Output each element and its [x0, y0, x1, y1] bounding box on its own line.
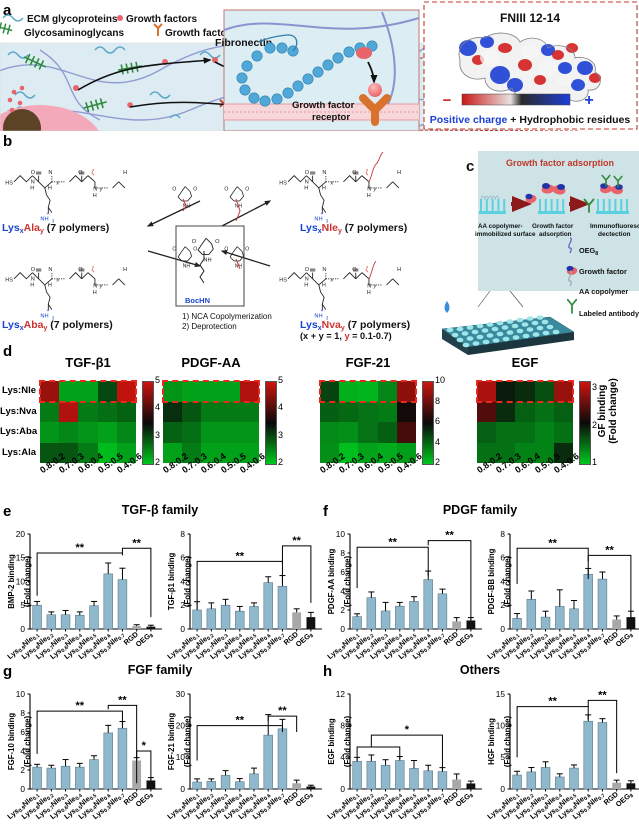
svg-text:dectection: dectection: [598, 231, 631, 238]
svg-text:Immunofluorescence: Immunofluorescence: [590, 223, 639, 230]
svg-text:**: **: [598, 689, 607, 701]
svg-text:**: **: [75, 542, 84, 554]
svg-text:OEG8: OEG8: [134, 630, 155, 650]
svg-text:20: 20: [16, 529, 26, 539]
svg-text:BocHN: BocHN: [185, 296, 210, 305]
svg-text:LysxAlay (7 polymers): LysxAlay (7 polymers): [2, 222, 109, 235]
svg-text:**: **: [278, 705, 287, 717]
svg-text:10: 10: [16, 689, 26, 699]
svg-text:OEG8: OEG8: [134, 790, 155, 810]
svg-text:8: 8: [500, 529, 505, 539]
svg-text:Growth factors: Growth factors: [126, 14, 198, 25]
svg-text:**: **: [118, 694, 127, 706]
svg-text:10: 10: [336, 529, 346, 539]
svg-text:AA copolymer-: AA copolymer-: [478, 223, 523, 230]
svg-text:0: 0: [180, 784, 185, 794]
svg-text:−: −: [443, 92, 452, 109]
svg-text:30: 30: [176, 689, 186, 699]
svg-text:Growth factor adsorption: Growth factor adsorption: [506, 158, 614, 168]
svg-text:**: **: [548, 537, 557, 549]
svg-text:FNIII 12-14: FNIII 12-14: [500, 11, 560, 25]
svg-text:**: **: [605, 544, 614, 556]
svg-text:0: 0: [500, 624, 505, 634]
svg-text:OEG8: OEG8: [454, 630, 475, 650]
svg-text:LysxNley (7 polymers): LysxNley (7 polymers): [300, 222, 407, 235]
svg-text:+: +: [584, 92, 593, 109]
svg-text:OEG8: OEG8: [614, 790, 635, 810]
svg-text:ECM glycoproteins: ECM glycoproteins: [27, 14, 118, 25]
svg-text:AA copolymer: AA copolymer: [579, 287, 628, 296]
svg-text:*: *: [405, 724, 410, 736]
svg-text:0: 0: [340, 784, 345, 794]
svg-text:Labeled antibody: Labeled antibody: [579, 309, 639, 318]
svg-text:c: c: [466, 158, 474, 175]
svg-text:Growth factor: Growth factor: [292, 100, 355, 111]
svg-text:1) NCA Copolymerization: 1) NCA Copolymerization: [182, 312, 272, 321]
svg-text:**: **: [388, 536, 397, 548]
svg-text:*: *: [142, 740, 147, 752]
svg-text:immobilized surface: immobilized surface: [475, 231, 536, 238]
svg-text:receptor: receptor: [312, 112, 350, 123]
svg-text:15: 15: [496, 689, 506, 699]
svg-text:**: **: [75, 700, 84, 712]
svg-text:FGF-10 binding(Fold change): FGF-10 binding (Fold change): [7, 713, 32, 770]
svg-text:Positive charge + Hydrophobic: Positive charge + Hydrophobic residues: [430, 114, 631, 126]
svg-text:2) Deprotection: 2) Deprotection: [182, 322, 237, 331]
svg-text:**: **: [235, 715, 244, 727]
svg-text:8: 8: [180, 529, 185, 539]
svg-text:**: **: [235, 550, 244, 562]
svg-text:0: 0: [20, 784, 25, 794]
svg-text:LysxAbay (7 polymers): LysxAbay (7 polymers): [2, 319, 113, 332]
svg-text:OEG8: OEG8: [294, 790, 315, 810]
svg-text:**: **: [445, 530, 454, 542]
svg-text:OEG8: OEG8: [614, 630, 635, 650]
svg-text:**: **: [292, 535, 301, 547]
svg-text:OEG8: OEG8: [294, 630, 315, 650]
svg-text:OEG8: OEG8: [454, 790, 475, 810]
svg-text:0: 0: [500, 784, 505, 794]
svg-text:0: 0: [180, 624, 185, 634]
svg-text:(x + y = 1, y = 0.1-0.7): (x + y = 1, y = 0.1-0.7): [300, 331, 392, 341]
svg-text:Fibronectin: Fibronectin: [215, 37, 272, 49]
svg-text:Growth factor: Growth factor: [532, 223, 574, 230]
svg-text:0: 0: [20, 624, 25, 634]
svg-text:Glycosaminoglycans: Glycosaminoglycans: [24, 28, 124, 39]
svg-text:Growth factor: Growth factor: [579, 267, 627, 276]
svg-text:**: **: [132, 537, 141, 549]
svg-text:**: **: [548, 696, 557, 708]
svg-text:12: 12: [336, 689, 346, 699]
svg-text:adsorption: adsorption: [539, 231, 572, 238]
svg-text:0: 0: [340, 624, 345, 634]
